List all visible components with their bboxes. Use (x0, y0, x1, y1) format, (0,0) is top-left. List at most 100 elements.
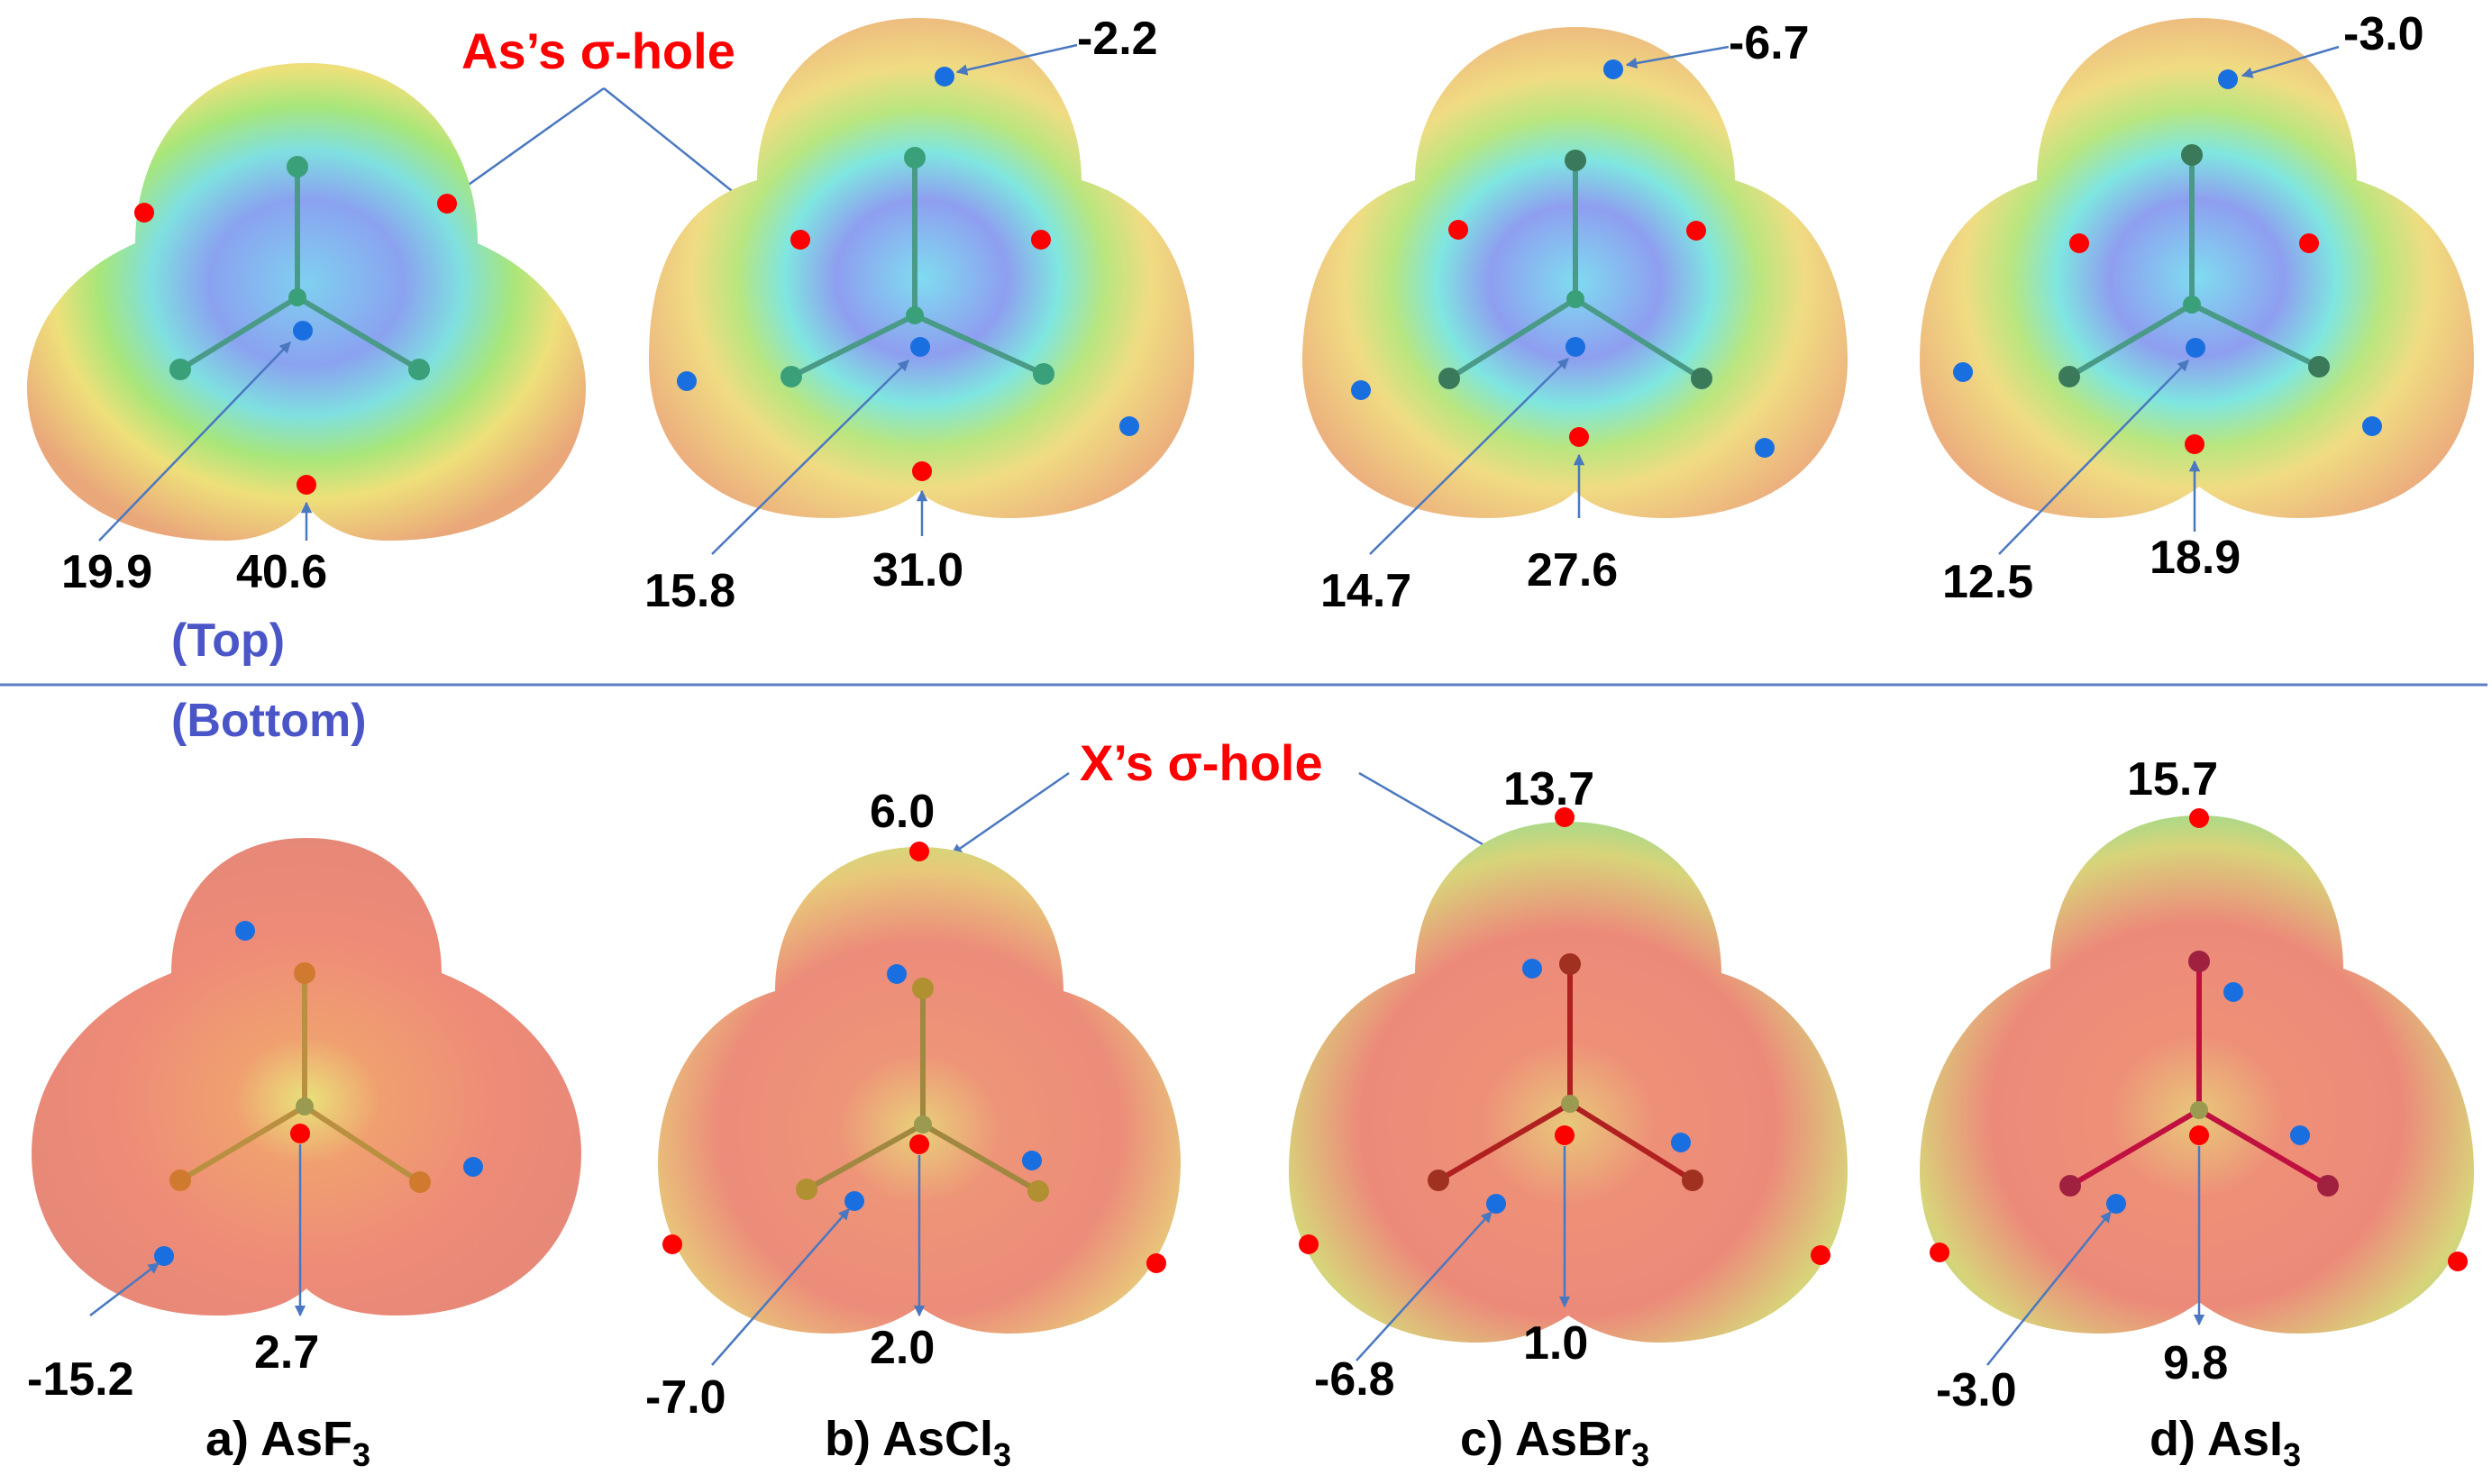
panel-b-bottom-center-value: 2.0 (870, 1322, 935, 1374)
panel-a-top-molecule (178, 167, 421, 372)
panel-b-top-red-point (1031, 230, 1051, 250)
panel-d-top-arrows (1998, 45, 2340, 555)
panel-b-top-blue-point (935, 67, 954, 86)
panel-a-top-x-atom (408, 359, 430, 380)
panel-d-top-blue-point (1953, 362, 1973, 382)
panel-c-top-x-atom (1691, 368, 1712, 389)
panel-c-bottom-x-atom (1428, 1170, 1449, 1191)
panel-c-bottom-blue-point (1486, 1194, 1506, 1214)
panel-b-top-upper-value: -2.2 (1077, 13, 1158, 65)
panel-d-top-red-point (2299, 233, 2319, 253)
panel-a-bottom-arrows (89, 1144, 306, 1317)
panel-d-top-blue-point (2362, 416, 2382, 436)
panel-c-bottom-red-point (1299, 1234, 1319, 1254)
panel-b-bottom-x-atom (796, 1179, 817, 1200)
panel-c-top-arrows (1369, 45, 1730, 555)
panel-b-bottom-red-point (909, 1134, 929, 1154)
panel-c-bottom-arrows (1356, 1146, 1571, 1361)
panel-c-bottom-x-atom (1559, 953, 1581, 975)
panel-a-bottom-red-point (290, 1124, 310, 1143)
panel-b-bottom-arrows (711, 1155, 926, 1366)
panel-c-bottom-red-point (1811, 1245, 1830, 1265)
panel-b-top-as-atom (906, 306, 924, 324)
panel-c-bottom-upper-value: 13.7 (1503, 763, 1594, 815)
panel-c-top-lobe-value: 27.6 (1527, 544, 1618, 596)
panel-b-bottom-as-atom (914, 1115, 932, 1133)
panel-b-top-lobe-value: 31.0 (872, 544, 963, 596)
x-sigma-hole-leaders (950, 771, 1502, 856)
panel-b-top-x-atom (780, 366, 802, 387)
panel-c-top-molecule (1447, 160, 1703, 381)
panel-b-top-blue-point (677, 371, 697, 391)
panel-d-top-x-atom (2181, 144, 2203, 166)
panel-b-bottom-surface (658, 842, 1181, 1334)
panel-a-top-center-value: 19.9 (61, 546, 152, 598)
panel-b-bottom-red-point (662, 1234, 682, 1254)
panel-d-bottom-arrows (1986, 1146, 2205, 1366)
top-label: (Top) (171, 615, 285, 667)
panel-a-top-arrows (98, 341, 313, 542)
panel-d-top-as-atom (2183, 296, 2201, 314)
panel-b-top-arrows (711, 43, 1078, 555)
panel-b-caption: b) AsCl3 (825, 1412, 1011, 1473)
panel-c-top-red-point (1569, 427, 1589, 447)
panel-a-bottom-blue-point (154, 1246, 174, 1266)
panel-a-bottom-center-value: 2.7 (254, 1326, 319, 1379)
panel-d-bottom-molecule (2068, 961, 2330, 1188)
panel-b-bottom-upper-value: 6.0 (870, 786, 935, 838)
panel-a-bottom-x-atom (294, 962, 315, 984)
panel-c-top-blue-point (1565, 337, 1585, 357)
panel-a-caption: a) AsF3 (205, 1412, 370, 1473)
panel-d-bottom-x-atom (2059, 1175, 2081, 1197)
panel-b-top-blue-point (910, 337, 930, 357)
panel-a-bottom-side-value: -15.2 (27, 1353, 134, 1406)
panel-c-top-blue-point (1351, 380, 1371, 400)
panel-a-bottom-blue-point (463, 1157, 483, 1177)
panel-b-top-red-point (912, 461, 932, 481)
panel-d-bottom-upper-value: 15.7 (2127, 753, 2218, 806)
panel-c-bottom-molecule (1437, 964, 1694, 1183)
panel-d-bottom-side-value: -3.0 (1936, 1364, 2017, 1416)
panel-d-top-blue-point (2218, 69, 2238, 89)
panel-d-top-x-atom (2058, 366, 2080, 387)
panel-d-bottom-blue-point (2290, 1125, 2310, 1145)
panel-c-caption: c) AsBr3 (1460, 1412, 1649, 1473)
panel-b-bottom-molecule (805, 988, 1040, 1194)
panel-d-top-molecule (2068, 155, 2321, 379)
panel-a-bottom-molecule (178, 973, 422, 1185)
panel-a-top-red-point (437, 194, 457, 214)
panel-d-bottom-center-value: 9.8 (2163, 1337, 2228, 1389)
panel-c-bottom-center-value: 1.0 (1523, 1317, 1588, 1370)
panel-b-top-surface (649, 18, 1194, 518)
panel-a-top-lobe-value: 40.6 (236, 546, 327, 598)
bottom-label: (Bottom) (171, 695, 367, 747)
panel-d-top-red-point (2185, 434, 2204, 454)
panel-a-top-red-point (134, 203, 154, 223)
panel-c-top-red-point (1448, 220, 1468, 240)
panel-c-top-x-atom (1438, 368, 1460, 389)
panel-a-bottom-blue-point (235, 921, 255, 941)
panel-c-bottom-blue-point (1671, 1133, 1691, 1152)
panel-b-top-molecule (790, 158, 1045, 379)
panel-d-bottom-red-point (2189, 808, 2209, 828)
panel-b-bottom-x-atom (1027, 1180, 1049, 1202)
panel-c-bottom-x-atom (1682, 1170, 1703, 1191)
panel-d-top-surface (1920, 18, 2474, 518)
panel-c-bottom-blue-point (1522, 959, 1542, 979)
panel-c-bottom-surface (1289, 807, 1848, 1343)
panel-b-bottom-side-value: -7.0 (645, 1371, 726, 1424)
x-sigma-hole-annotation: X’s σ-hole (1080, 734, 1323, 791)
panel-d-top-lobe-value: 18.9 (2150, 532, 2241, 584)
panel-c-top-x-atom (1565, 150, 1586, 171)
panel-a-top-surface (27, 63, 586, 541)
panel-a-bottom-x-atom (169, 1170, 191, 1191)
panel-c-bottom-red-point (1555, 807, 1575, 827)
panel-c-bottom-red-point (1555, 1125, 1575, 1145)
panel-c-top-blue-point (1603, 59, 1623, 79)
panel-d-top-blue-point (2186, 338, 2205, 358)
panel-d-bottom-red-point (2448, 1252, 2468, 1271)
panel-d-bottom-surface (1920, 808, 2474, 1334)
panel-a-top-x-atom (169, 359, 191, 380)
panel-a-bottom-surface (32, 838, 581, 1316)
